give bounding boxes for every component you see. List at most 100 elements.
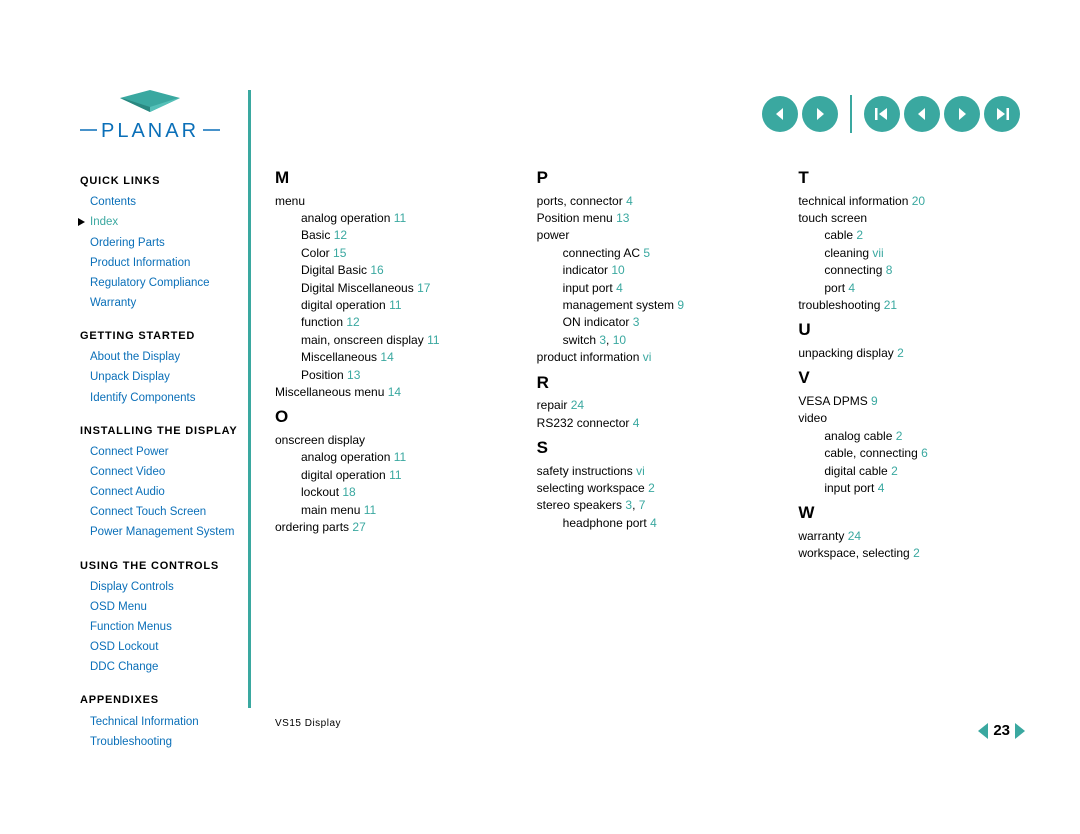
page-ref[interactable]: 11 <box>427 333 439 347</box>
sidebar-heading: APPENDIXES <box>80 691 240 710</box>
page-ref[interactable]: 11 <box>364 503 376 517</box>
sidebar-link[interactable]: Connect Video <box>80 462 240 482</box>
page-ref[interactable]: 8 <box>886 263 893 277</box>
page-next-icon[interactable] <box>1015 723 1025 739</box>
page-ref[interactable]: 21 <box>884 298 897 312</box>
page-ref[interactable]: 20 <box>912 194 925 208</box>
sidebar-link[interactable]: Identify Components <box>80 388 240 408</box>
sidebar-link[interactable]: Index <box>80 212 240 232</box>
page-ref[interactable]: 10 <box>611 263 624 277</box>
page-ref[interactable]: vi <box>636 464 645 478</box>
page-ref[interactable]: 9 <box>871 394 878 408</box>
page-ref[interactable]: 2 <box>913 546 920 560</box>
index-entry: RS232 connector 4 <box>537 415 759 432</box>
page-ref[interactable]: 11 <box>394 450 406 464</box>
index-letter: T <box>798 166 1020 191</box>
page-ref[interactable]: 13 <box>616 211 629 225</box>
index-subentry: indicator 10 <box>563 262 759 279</box>
page-ref[interactable]: 2 <box>896 429 903 443</box>
nav-last-icon[interactable] <box>984 96 1020 132</box>
page-ref[interactable]: 12 <box>346 315 359 329</box>
page-ref[interactable]: 2 <box>897 346 904 360</box>
index-subentry: headphone port 4 <box>563 515 759 532</box>
index-entry: Miscellaneous menu 14 <box>275 384 497 401</box>
sidebar-link[interactable]: Connect Audio <box>80 482 240 502</box>
index-subentry: analog operation 11 <box>301 210 497 227</box>
page-prev-icon[interactable] <box>978 723 988 739</box>
index-subentry: connecting AC 5 <box>563 245 759 262</box>
page-ref[interactable]: 4 <box>616 281 623 295</box>
index-subentry: cable, connecting 6 <box>824 445 1020 462</box>
page-ref[interactable]: 4 <box>650 516 657 530</box>
index-entry: ports, connector 4 <box>537 193 759 210</box>
sidebar-link[interactable]: Contents <box>80 192 240 212</box>
index-entry: touch screen <box>798 210 1020 227</box>
page-ref[interactable]: vii <box>872 246 883 260</box>
page-ref[interactable]: vi <box>643 350 652 364</box>
page-ref[interactable]: 15 <box>333 246 346 260</box>
page-ref[interactable]: 13 <box>347 368 360 382</box>
page-ref[interactable]: 24 <box>848 529 861 543</box>
nav-first-icon[interactable] <box>864 96 900 132</box>
sidebar-link[interactable]: Unpack Display <box>80 367 240 387</box>
page-ref[interactable]: 16 <box>370 263 383 277</box>
index-subentry: analog operation 11 <box>301 449 497 466</box>
index-column-2: Pports, connector 4Position menu 13power… <box>537 166 759 563</box>
page-ref[interactable]: 2 <box>891 464 898 478</box>
sidebar-link[interactable]: Function Menus <box>80 617 240 637</box>
sidebar-link[interactable]: OSD Lockout <box>80 637 240 657</box>
sidebar-link[interactable]: Connect Touch Screen <box>80 502 240 522</box>
page-ref[interactable]: 14 <box>388 385 401 399</box>
page-ref[interactable]: 4 <box>633 416 640 430</box>
sidebar-link[interactable]: Display Controls <box>80 577 240 597</box>
sidebar-link[interactable]: Troubleshooting <box>80 732 240 752</box>
page-ref[interactable]: 10 <box>613 333 626 347</box>
index-subentry: Position 13 <box>301 367 497 384</box>
nav-forward-icon[interactable] <box>802 96 838 132</box>
page-ref[interactable]: 12 <box>334 228 347 242</box>
index-letter: S <box>537 436 759 461</box>
index-entry: unpacking display 2 <box>798 345 1020 362</box>
page-ref[interactable]: 2 <box>856 228 863 242</box>
sidebar-link[interactable]: DDC Change <box>80 657 240 677</box>
sidebar-link[interactable]: Technical Information <box>80 712 240 732</box>
index-subentry: main menu 11 <box>301 502 497 519</box>
index-subentry: function 12 <box>301 314 497 331</box>
page-ref[interactable]: 11 <box>394 211 406 225</box>
page-ref[interactable]: 24 <box>571 398 584 412</box>
sidebar-link[interactable]: Connect Power <box>80 442 240 462</box>
sidebar-link[interactable]: Regulatory Compliance <box>80 273 240 293</box>
sidebar-link[interactable]: Product Information <box>80 253 240 273</box>
page-ref[interactable]: 11 <box>389 468 401 482</box>
sidebar-link[interactable]: OSD Menu <box>80 597 240 617</box>
page-ref[interactable]: 2 <box>648 481 655 495</box>
nav-back-icon[interactable] <box>762 96 798 132</box>
sidebar-link[interactable]: About the Display <box>80 347 240 367</box>
page-ref[interactable]: 14 <box>380 350 393 364</box>
page-ref[interactable]: 7 <box>639 498 646 512</box>
page-ref[interactable]: 4 <box>848 281 855 295</box>
page-ref[interactable]: 6 <box>921 446 928 460</box>
nav-prev-icon[interactable] <box>904 96 940 132</box>
sidebar-link[interactable]: Warranty <box>80 293 240 313</box>
page-ref[interactable]: 18 <box>342 485 355 499</box>
page-ref[interactable]: 27 <box>352 520 365 534</box>
page-ref[interactable]: 4 <box>626 194 633 208</box>
page-ref[interactable]: 3 <box>633 315 640 329</box>
nav-next-icon[interactable] <box>944 96 980 132</box>
page-ref[interactable]: 5 <box>643 246 650 260</box>
page-ref[interactable]: 9 <box>677 298 684 312</box>
sidebar-link[interactable]: Power Management System <box>80 522 240 542</box>
sidebar-link[interactable]: Ordering Parts <box>80 233 240 253</box>
page-ref[interactable]: 11 <box>389 298 401 312</box>
index-letter: O <box>275 405 497 430</box>
index-subentry: analog cable 2 <box>824 428 1020 445</box>
index-entry: onscreen display <box>275 432 497 449</box>
page-ref[interactable]: 4 <box>878 481 885 495</box>
index-entry: VESA DPMS 9 <box>798 393 1020 410</box>
index-entry: Position menu 13 <box>537 210 759 227</box>
page-ref[interactable]: 17 <box>417 281 430 295</box>
index-subentry: management system 9 <box>563 297 759 314</box>
index-subentry: Digital Basic 16 <box>301 262 497 279</box>
index-content: Mmenuanalog operation 11Basic 12Color 15… <box>275 166 1020 563</box>
